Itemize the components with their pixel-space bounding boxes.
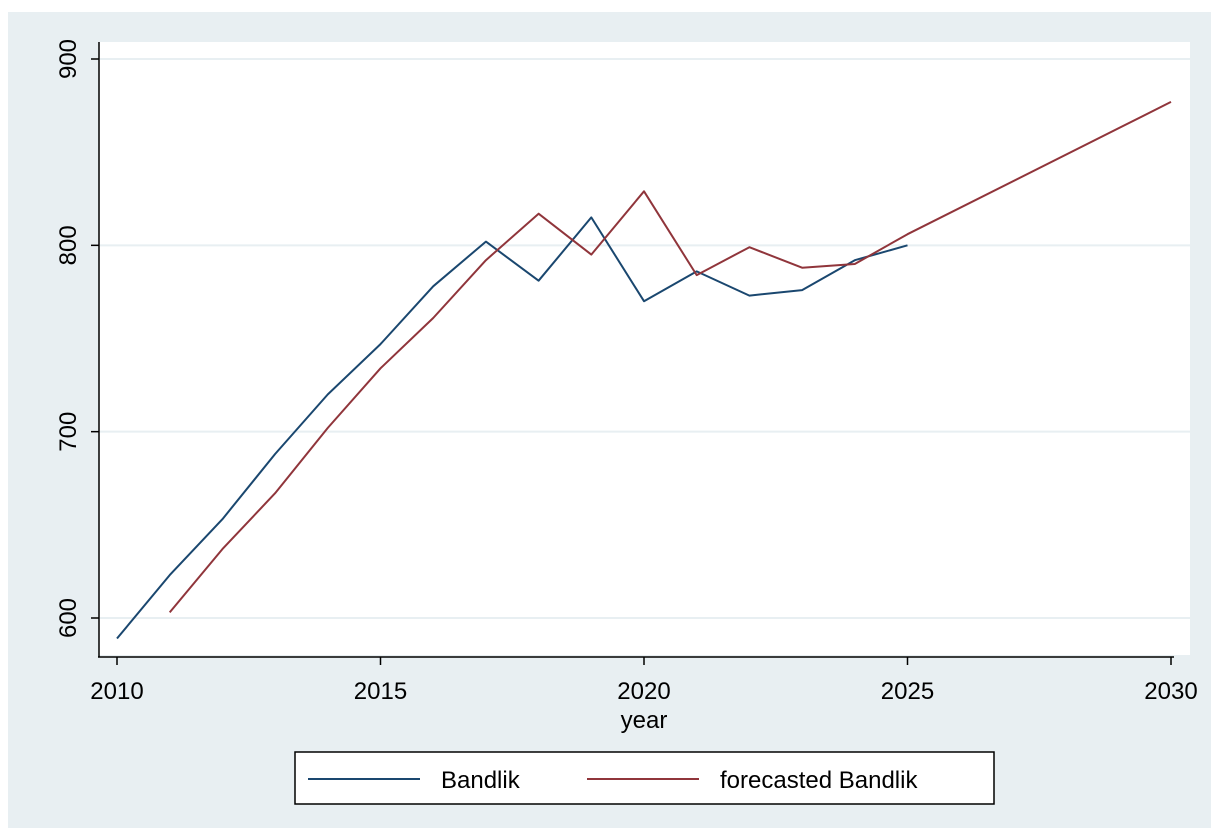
plot-area — [99, 42, 1190, 655]
x-axis-title: year — [621, 707, 668, 734]
x-tick-label-2010: 2010 — [90, 678, 143, 705]
y-tick-label-800: 800 — [55, 225, 82, 265]
legend-label-forecasted-bandlik: forecasted Bandlik — [720, 767, 918, 794]
x-tick-label-2020: 2020 — [617, 678, 670, 705]
series-line-forecasted-bandlik — [168, 101, 1172, 614]
gridlines — [100, 58, 1190, 619]
axis-ticks: 600 700 800 900 2010 2015 2020 2025 2030 — [55, 39, 1198, 705]
y-tick-label-600: 600 — [55, 598, 82, 638]
legend-label-bandlik: Bandlik — [441, 767, 521, 794]
y-tick-label-700: 700 — [55, 412, 82, 452]
series-line-bandlik — [116, 216, 908, 640]
y-tick-label-900: 900 — [55, 39, 82, 79]
x-tick-label-2030: 2030 — [1144, 678, 1197, 705]
x-tick-label-2015: 2015 — [354, 678, 407, 705]
series-lines — [116, 101, 1172, 640]
legend: Bandlik forecasted Bandlik — [294, 751, 995, 805]
x-tick-label-2025: 2025 — [881, 678, 934, 705]
